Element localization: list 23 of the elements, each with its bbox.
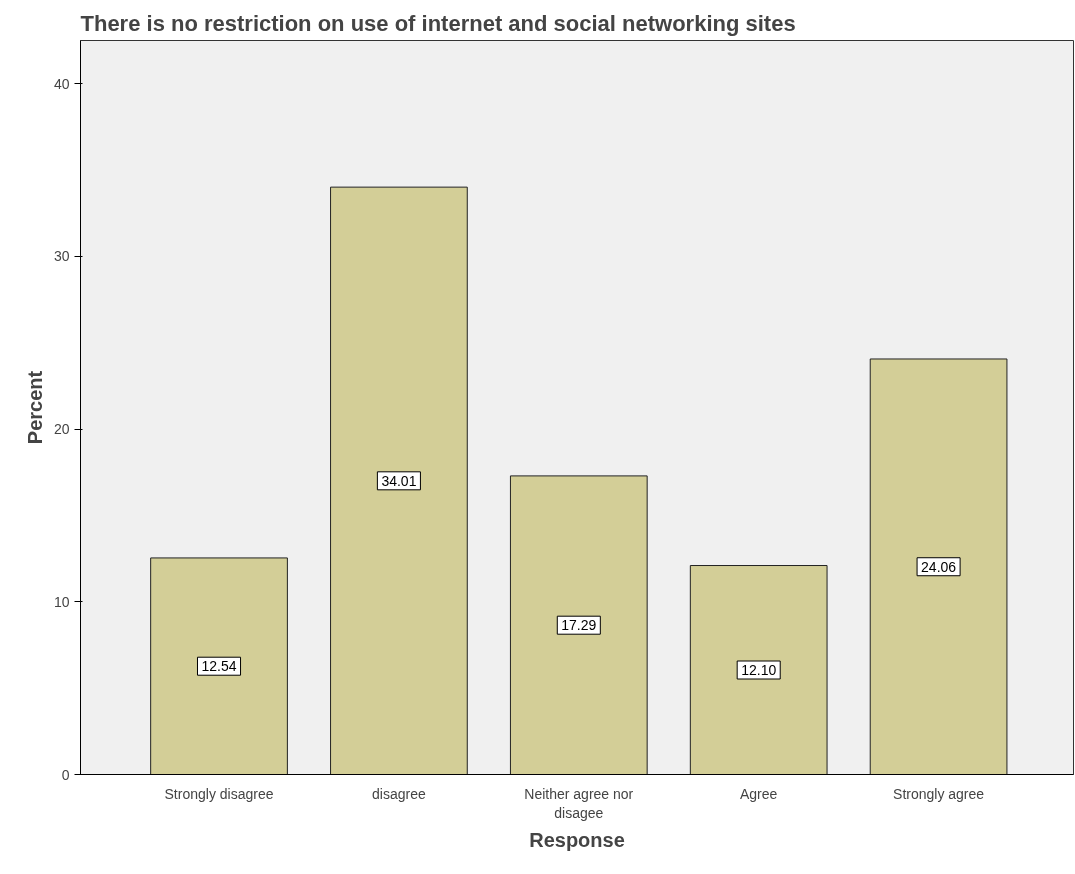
y-axis-title: Percent bbox=[23, 370, 46, 445]
bar bbox=[330, 186, 468, 775]
bar bbox=[869, 358, 1008, 775]
bar bbox=[509, 475, 648, 775]
x-tick-label: Strongly disagree bbox=[164, 785, 274, 802]
data-label: 12.10 bbox=[741, 662, 777, 679]
data-label: 12.54 bbox=[201, 658, 237, 675]
data-label: 17.29 bbox=[561, 617, 597, 634]
x-axis-title: Response bbox=[529, 828, 625, 851]
data-label: 24.06 bbox=[921, 558, 957, 575]
chart-title: There is no restriction on use of internet and social networking sites bbox=[80, 10, 796, 36]
x-tick-label: Neither agree nor disagee bbox=[524, 785, 634, 821]
y-tick-label: 30 bbox=[53, 248, 70, 265]
y-tick-label: 40 bbox=[53, 75, 70, 92]
x-tick-label: Agree bbox=[740, 785, 778, 802]
x-tick-label: disagree bbox=[372, 785, 426, 802]
y-tick-label: 0 bbox=[61, 766, 70, 783]
y-tick-label: 10 bbox=[53, 593, 70, 610]
x-tick-label: Strongly agree bbox=[893, 785, 985, 802]
y-tick-label: 20 bbox=[53, 421, 70, 438]
bar bbox=[689, 565, 828, 775]
bar bbox=[150, 557, 288, 775]
data-label: 34.01 bbox=[381, 472, 417, 489]
